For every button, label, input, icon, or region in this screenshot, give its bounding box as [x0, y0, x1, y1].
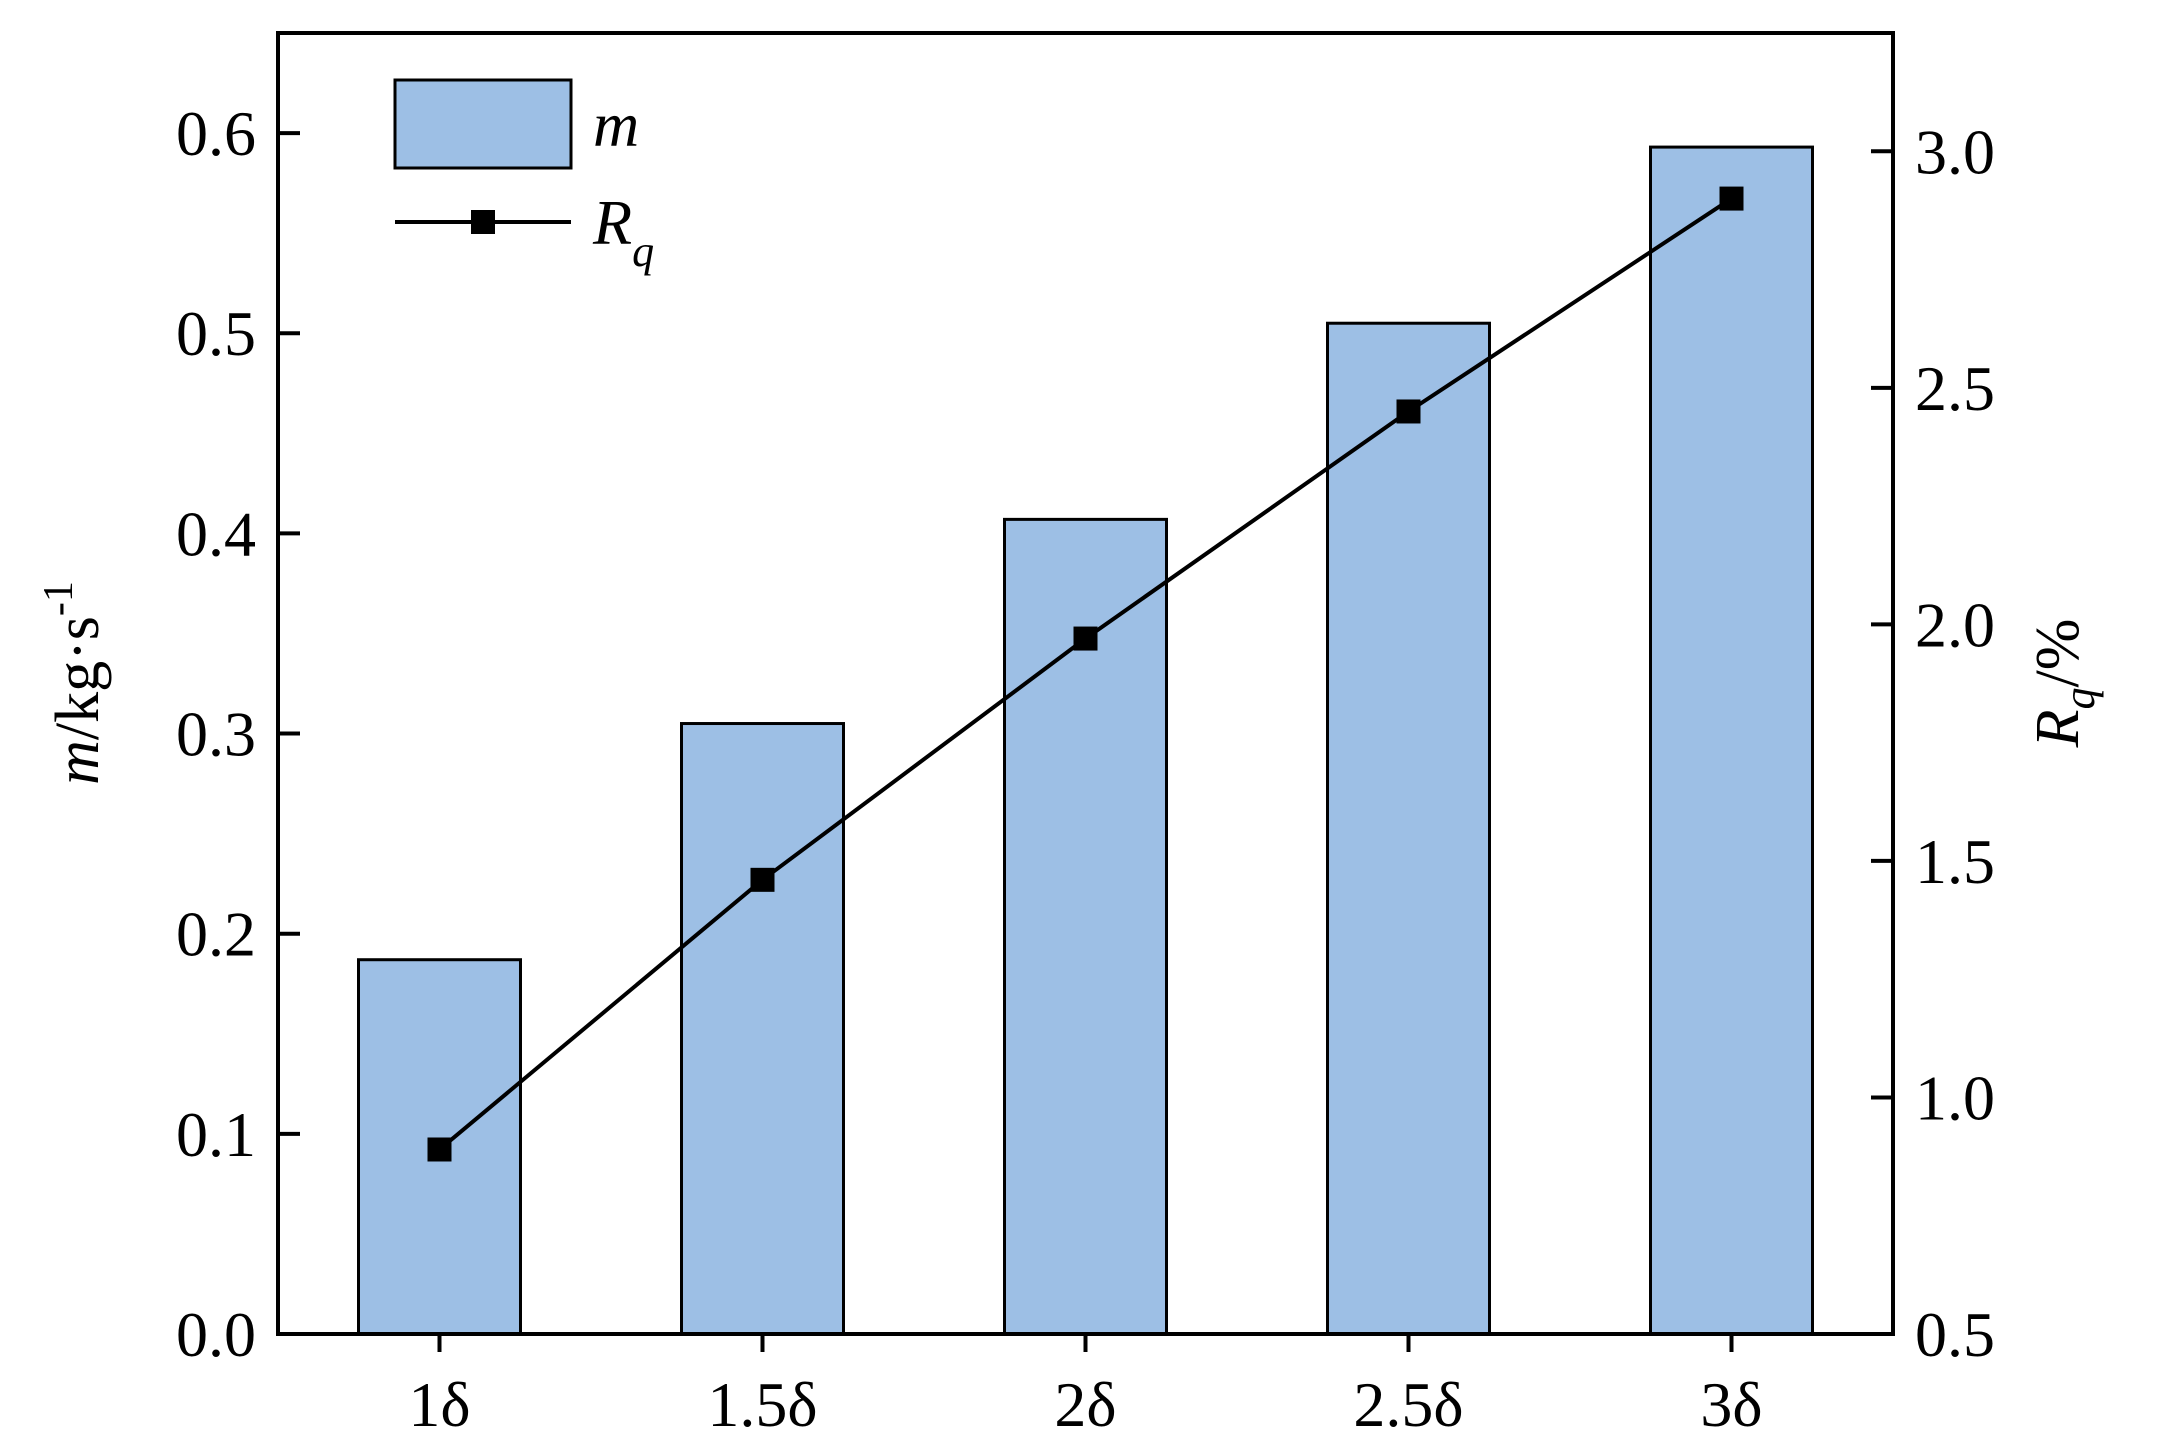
rq-marker-4	[1719, 186, 1744, 211]
x-tick-label-2: 2δ	[1054, 1369, 1116, 1440]
right-tick-label-4: 2.5	[1915, 353, 1995, 424]
right-tick-label-5: 3.0	[1915, 116, 1995, 187]
left-tick-label-4: 0.4	[176, 498, 256, 569]
x-tick-label-1: 1.5δ	[707, 1369, 817, 1440]
right-tick-label-1: 1.0	[1915, 1062, 1995, 1133]
right-tick-label-2: 1.5	[1915, 826, 1995, 897]
bar-4	[1649, 145, 1814, 1336]
left-axis: 0.0 0.1 0.2 0.3 0.4 0.5 0.6	[176, 98, 300, 1370]
legend: m Rq	[393, 78, 654, 276]
legend-label-m: m	[593, 89, 639, 160]
x-tick-label-3: 2.5δ	[1353, 1369, 1463, 1440]
right-axis: 0.5 1.0 1.5 2.0 2.5 3.0	[1871, 116, 1995, 1370]
bar-series-m	[357, 145, 1814, 1336]
legend-label-rq: Rq	[592, 187, 654, 276]
left-tick-label-1: 0.1	[176, 1099, 256, 1170]
x-tick-label-0: 1δ	[408, 1369, 470, 1440]
line-series-rq	[427, 186, 1744, 1162]
rq-marker-0	[427, 1137, 452, 1162]
rq-marker-3	[1396, 399, 1421, 424]
bar-3	[1326, 321, 1491, 1336]
x-axis: 1δ 1.5δ 2δ 2.5δ 3δ	[408, 1334, 1763, 1440]
right-tick-label-0: 0.5	[1915, 1299, 1995, 1370]
left-axis-title: m/kg·s-1	[36, 581, 112, 785]
legend-marker-rq	[471, 210, 495, 234]
left-tick-label-0: 0.0	[176, 1299, 256, 1370]
bar-2	[1003, 517, 1168, 1336]
legend-swatch-m	[393, 78, 573, 170]
left-tick-label-5: 0.5	[176, 298, 256, 369]
left-tick-label-2: 0.2	[176, 899, 256, 970]
bar-1	[680, 722, 845, 1336]
right-tick-label-3: 2.0	[1915, 589, 1995, 660]
x-tick-label-4: 3δ	[1700, 1369, 1762, 1440]
rq-marker-2	[1073, 626, 1098, 651]
right-axis-title: Rq/%	[2024, 619, 2104, 749]
left-tick-label-6: 0.6	[176, 98, 256, 169]
left-tick-label-3: 0.3	[176, 699, 256, 770]
rq-marker-1	[750, 867, 775, 892]
